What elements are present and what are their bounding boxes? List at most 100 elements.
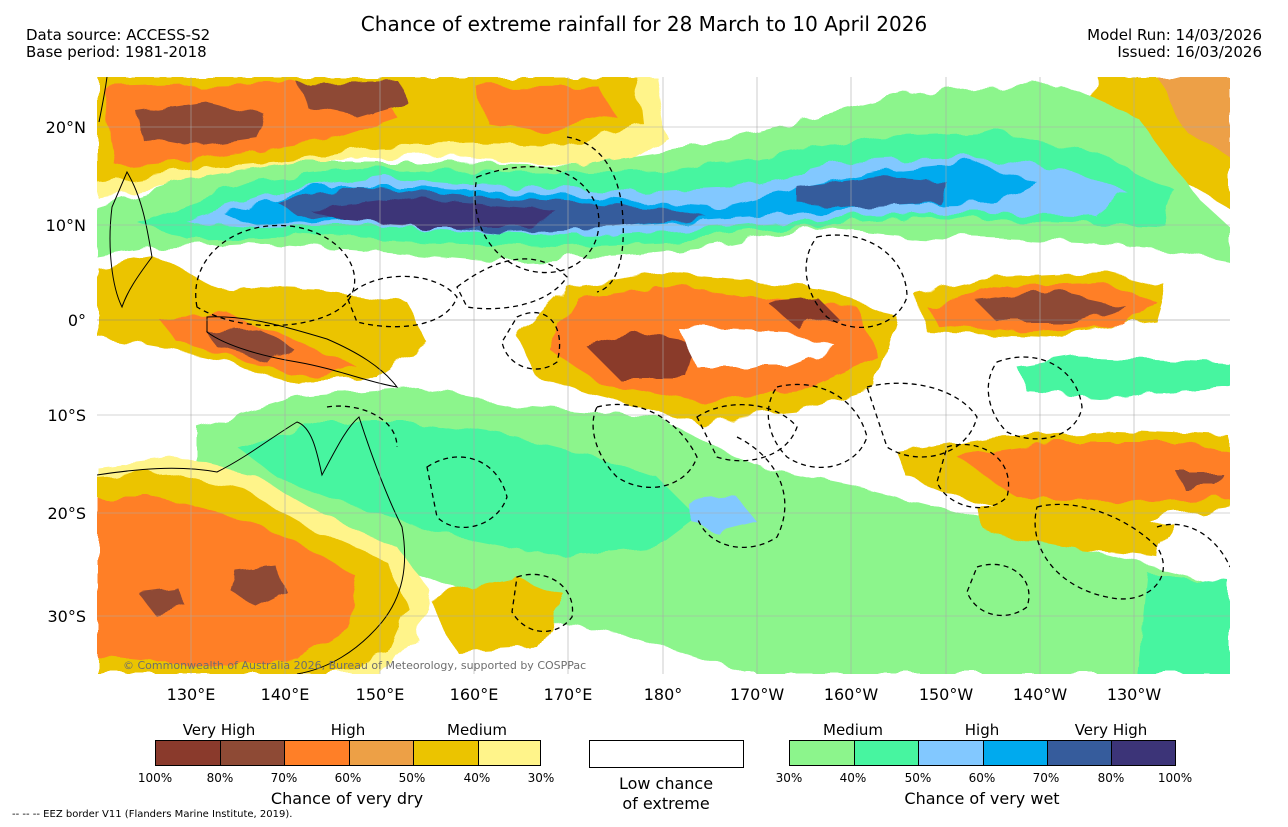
eez-border bbox=[987, 356, 1083, 440]
lat-label-20n: 20°N bbox=[45, 118, 86, 137]
lon-label-140e: 140°E bbox=[260, 685, 310, 704]
wet-swatch-50-60 bbox=[918, 740, 984, 766]
wet-swatch-30-40 bbox=[789, 740, 855, 766]
eez-border bbox=[501, 311, 561, 370]
low-chance-swatch bbox=[589, 740, 744, 768]
eez-border bbox=[592, 403, 698, 489]
lat-label-20s: 20°S bbox=[47, 504, 86, 523]
eez-border bbox=[696, 404, 798, 462]
data-source-text: Data source: ACCESS-S2 bbox=[26, 26, 211, 44]
dry-heading-high: High bbox=[330, 721, 366, 739]
copyright-text: © Commonwealth of Australia 2026, Bureau… bbox=[123, 659, 587, 672]
lon-label-170e: 170°E bbox=[543, 685, 593, 704]
dry-swatch-70-60 bbox=[284, 740, 350, 766]
dry-region bbox=[977, 292, 1127, 322]
map-title: Chance of extreme rainfall for 28 March … bbox=[360, 12, 928, 36]
wet-legend-title: Chance of very wet bbox=[904, 789, 1060, 808]
dry-swatch-100-80 bbox=[155, 740, 221, 766]
philippines-coast bbox=[109, 170, 153, 309]
wet-swatch-70-80 bbox=[1047, 740, 1112, 766]
dry-region bbox=[207, 327, 297, 362]
eez-border bbox=[1156, 523, 1230, 568]
eez-border bbox=[511, 573, 574, 633]
eez-border bbox=[936, 443, 1010, 509]
wet-region bbox=[797, 177, 947, 207]
dry-tick: 40% bbox=[463, 771, 491, 785]
dry-region bbox=[137, 102, 267, 147]
dry-region bbox=[137, 587, 187, 617]
eez-border bbox=[426, 456, 508, 529]
taiwan-coast bbox=[98, 77, 108, 123]
wet-swatch-40-50 bbox=[854, 740, 919, 766]
eez-border bbox=[966, 563, 1030, 617]
wet-region bbox=[237, 422, 697, 557]
dry-region bbox=[977, 502, 1177, 557]
lon-label-140w: 140°W bbox=[1012, 685, 1068, 704]
issued-text: Issued: 16/03/2026 bbox=[1117, 43, 1262, 61]
dry-region bbox=[427, 577, 567, 652]
dry-swatch-80-70 bbox=[220, 740, 285, 766]
wet-tick: 50% bbox=[904, 771, 932, 785]
base-period-text: Base period: 1981-2018 bbox=[26, 43, 207, 61]
dry-tick: 30% bbox=[527, 771, 555, 785]
lon-label-160e: 160°E bbox=[449, 685, 499, 704]
eez-border bbox=[474, 166, 600, 274]
dry-heading-very-high: Very High bbox=[182, 721, 256, 739]
new-guinea-coast bbox=[206, 316, 399, 388]
wet-swatch-80-100 bbox=[1111, 740, 1176, 766]
lon-label-180: 180° bbox=[643, 685, 683, 704]
lat-label-10n: 10°N bbox=[45, 216, 86, 235]
rainfall-map-svg bbox=[97, 77, 1230, 674]
lat-label-30s: 30°S bbox=[47, 607, 86, 626]
lon-label-150e: 150°E bbox=[355, 685, 405, 704]
dry-region bbox=[97, 497, 357, 667]
eez-border bbox=[566, 136, 624, 293]
lon-label-150w: 150°W bbox=[918, 685, 974, 704]
eez-border bbox=[696, 436, 786, 549]
lon-label-160w: 160°W bbox=[823, 685, 879, 704]
australia-coast bbox=[97, 416, 406, 674]
wet-tick: 40% bbox=[839, 771, 867, 785]
wet-heading-medium: Medium bbox=[823, 721, 883, 739]
lat-label-10s: 10°S bbox=[47, 406, 86, 425]
wet-heading-very-high: Very High bbox=[1074, 721, 1148, 739]
eez-border bbox=[195, 224, 356, 327]
rainfall-map bbox=[97, 77, 1230, 674]
low-chance-line1: Low chance bbox=[618, 774, 714, 793]
wet-tick: 30% bbox=[775, 771, 803, 785]
eez-border bbox=[767, 383, 868, 469]
eez-border-note: -- -- -- EEZ border V11 (Flanders Marine… bbox=[12, 809, 293, 820]
dry-tick: 50% bbox=[398, 771, 426, 785]
dry-swatch-50-40 bbox=[413, 740, 479, 766]
graticule bbox=[97, 77, 1230, 674]
dry-tick: 100% bbox=[137, 771, 173, 785]
coastlines bbox=[97, 77, 406, 674]
wet-region bbox=[1017, 357, 1230, 397]
wet-heading-high: High bbox=[964, 721, 1000, 739]
low-chance-label: Low chance of extreme bbox=[566, 774, 766, 814]
dry-tick: 80% bbox=[206, 771, 234, 785]
low-chance-line2: of extreme bbox=[622, 794, 710, 813]
eez-border bbox=[326, 405, 398, 448]
dry-swatch-60-50 bbox=[349, 740, 414, 766]
eez-border bbox=[1034, 503, 1164, 600]
wet-tick: 70% bbox=[1032, 771, 1060, 785]
dry-region bbox=[587, 332, 697, 377]
wet-tick: 80% bbox=[1097, 771, 1125, 785]
dry-region bbox=[957, 442, 1230, 502]
dry-region bbox=[767, 297, 837, 327]
wet-region bbox=[1137, 572, 1230, 674]
dry-region bbox=[1157, 77, 1230, 157]
dry-region bbox=[232, 567, 287, 607]
eez-borders bbox=[195, 136, 1230, 633]
dry-region bbox=[297, 80, 407, 117]
eez-border bbox=[866, 382, 978, 458]
dry-swatch-40-30 bbox=[478, 740, 541, 766]
dry-tick: 70% bbox=[270, 771, 298, 785]
wet-region bbox=[687, 497, 757, 532]
dry-region bbox=[1177, 472, 1222, 487]
eez-border bbox=[456, 258, 568, 310]
lon-label-130e: 130°E bbox=[166, 685, 216, 704]
dry-region bbox=[477, 85, 617, 132]
lat-label-0: 0° bbox=[67, 311, 86, 330]
